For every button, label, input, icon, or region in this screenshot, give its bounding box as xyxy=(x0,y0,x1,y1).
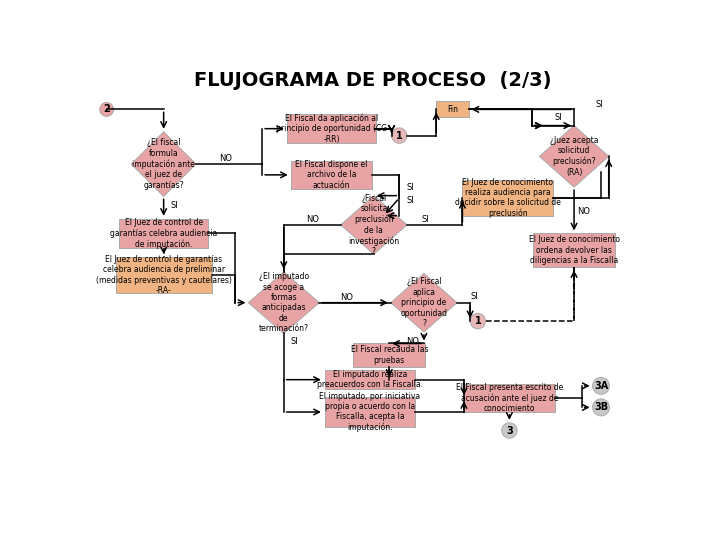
Text: NO: NO xyxy=(577,207,590,216)
Text: SI: SI xyxy=(290,337,298,346)
Text: 2: 2 xyxy=(103,104,110,115)
Text: SI: SI xyxy=(555,114,563,122)
Text: SI: SI xyxy=(407,196,415,205)
Text: SI: SI xyxy=(470,292,478,301)
Circle shape xyxy=(593,399,609,416)
Text: FLUJOGRAMA DE PROCESO  (2/3): FLUJOGRAMA DE PROCESO (2/3) xyxy=(194,72,552,91)
Text: El imputado, por iniciativa
propia o acuerdo con la
Fiscalla, acepta la
imputaci: El imputado, por iniciativa propia o acu… xyxy=(320,391,421,432)
Circle shape xyxy=(593,377,609,394)
FancyBboxPatch shape xyxy=(116,257,212,293)
FancyBboxPatch shape xyxy=(119,219,208,248)
FancyBboxPatch shape xyxy=(325,370,416,389)
FancyBboxPatch shape xyxy=(290,161,372,189)
Text: NO: NO xyxy=(406,337,419,346)
Circle shape xyxy=(392,128,407,143)
Text: El Fiscal dispone el
archivo de la
actuación: El Fiscal dispone el archivo de la actua… xyxy=(296,160,368,190)
Text: ¿El fiscal
formula
imputación ante
el juez de
garantías?: ¿El fiscal formula imputación ante el ju… xyxy=(132,139,195,189)
FancyBboxPatch shape xyxy=(533,233,615,267)
FancyBboxPatch shape xyxy=(462,180,553,216)
Text: ¿Juez acepta
solicitud
preclusión?
(RA): ¿Juez acepta solicitud preclusión? (RA) xyxy=(550,136,598,177)
Text: 3A: 3A xyxy=(594,381,608,391)
Text: 3B: 3B xyxy=(594,402,608,412)
Text: SI: SI xyxy=(596,99,604,109)
Polygon shape xyxy=(248,272,319,334)
Text: SI: SI xyxy=(407,183,415,192)
Text: 3: 3 xyxy=(506,425,513,436)
Text: El Fiscal presenta escrito de
acusación ante el juez de
conocimiento: El Fiscal presenta escrito de acusación … xyxy=(456,383,563,413)
Text: El Juez de conocimiento
realiza audiencia para
decidir sobre la solicitud de
pre: El Juez de conocimiento realiza audienci… xyxy=(455,177,561,218)
Text: ¿El Fiscal
aplica
principio de
oportunidad
?: ¿El Fiscal aplica principio de oportunid… xyxy=(400,277,448,328)
Text: NO: NO xyxy=(306,215,319,224)
Polygon shape xyxy=(131,132,196,197)
Text: SI: SI xyxy=(170,201,178,210)
Circle shape xyxy=(470,313,486,329)
Circle shape xyxy=(502,423,517,438)
Text: NO: NO xyxy=(218,154,232,163)
Polygon shape xyxy=(341,195,407,254)
Text: 1: 1 xyxy=(396,130,403,140)
Circle shape xyxy=(100,103,114,116)
Text: NO: NO xyxy=(341,293,353,302)
FancyBboxPatch shape xyxy=(325,397,416,426)
FancyBboxPatch shape xyxy=(288,114,376,143)
FancyBboxPatch shape xyxy=(436,102,469,117)
Text: El Juez de conocimiento
ordena devolver las
diligencias a la Fiscalla: El Juez de conocimiento ordena devolver … xyxy=(529,235,620,265)
Polygon shape xyxy=(539,126,609,187)
Text: 1: 1 xyxy=(475,316,481,326)
Text: ¿El imputado
se acoge a
formas
anticipadas
de
terminación?: ¿El imputado se acoge a formas anticipad… xyxy=(258,272,309,333)
Polygon shape xyxy=(391,274,457,332)
Text: El Fiscal da aplicación al
principio de oportunidad (CG
-RR): El Fiscal da aplicación al principio de … xyxy=(276,114,387,144)
Text: El imputado realiza
preacuerdos con la Fiscalla.: El imputado realiza preacuerdos con la F… xyxy=(317,370,423,389)
Text: Fin: Fin xyxy=(447,105,458,114)
FancyBboxPatch shape xyxy=(464,384,555,412)
FancyBboxPatch shape xyxy=(353,343,425,366)
Text: El Juez de control de garantías
celebra audiencia de preliminar
(medidas prevent: El Juez de control de garantías celebra … xyxy=(95,255,232,295)
Text: SI: SI xyxy=(422,215,430,224)
Text: El Juez de control de
garantías celebra audiencia
de imputación.: El Juez de control de garantías celebra … xyxy=(110,218,217,248)
Text: El Fiscal recauda las
pruebas: El Fiscal recauda las pruebas xyxy=(350,345,428,365)
Text: ¿Fiscal
solicita
preclusión
de la
investigación
?: ¿Fiscal solicita preclusión de la invest… xyxy=(348,194,400,256)
